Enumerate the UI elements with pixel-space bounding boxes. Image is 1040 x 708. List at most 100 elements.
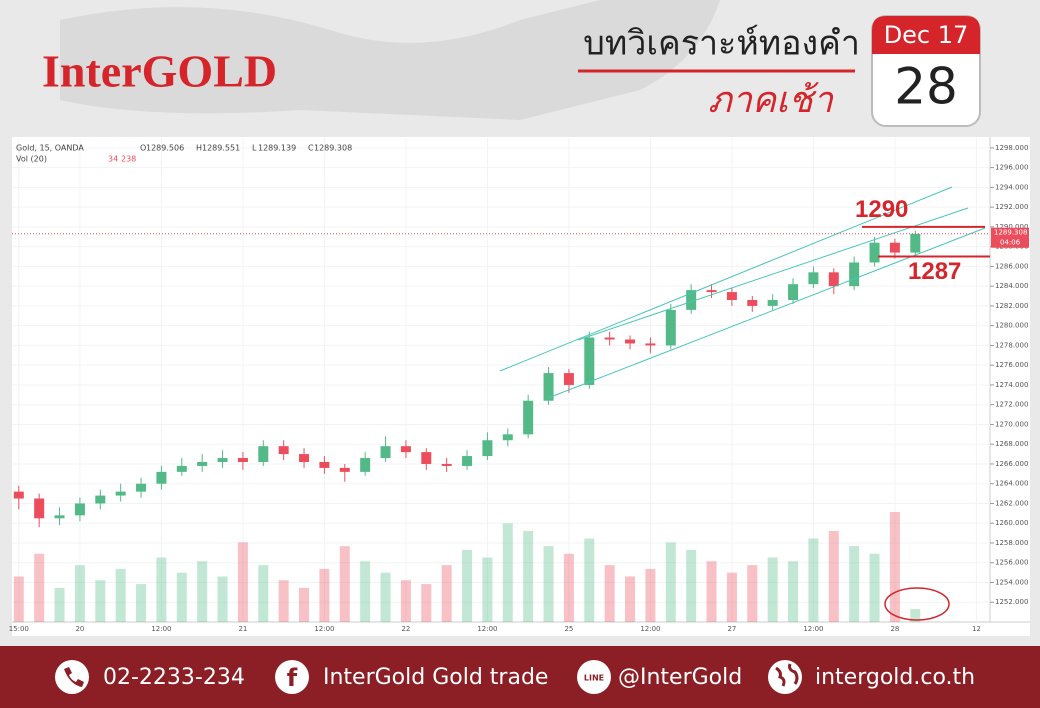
x-tick-label: 12 [972,625,981,633]
x-tick-label: 21 [238,625,247,633]
candle-body [360,458,371,472]
plot [13,230,921,622]
candle-body [808,272,819,285]
candle-body [156,471,167,484]
volume-bar [502,523,513,622]
candle-body [767,299,778,306]
symbol: Gold, 15, OANDA [16,144,84,153]
volume-bar [34,553,45,622]
candle-body [726,292,737,300]
volume-legend-value: 34 [108,155,118,164]
y-tick-label: 1280.000 [995,322,1028,330]
volume-legend-label: Vol (20) [16,155,47,164]
x-tick-label: 25 [564,625,573,633]
footer-line: @InterGold [618,665,742,690]
line-icon [577,660,611,694]
candle-body [910,233,921,253]
volume-bar [808,538,819,622]
y-tick-label: 1284.000 [995,282,1028,290]
candle-body [217,458,228,462]
candle-body [13,491,24,499]
candle-body [625,339,636,344]
candle-body [319,461,330,468]
candle-body [543,373,554,401]
volume-bar [482,557,493,622]
volume-bar [115,568,126,622]
line-icon-text: LINE [584,674,604,683]
y-tick-label: 1256.000 [995,559,1028,567]
candle-body [136,483,147,492]
candle-body [176,465,187,472]
candle-body [197,461,208,466]
volume-bar [828,530,839,622]
y-tick-label: 1266.000 [995,460,1028,468]
volume-bar [563,553,574,622]
y-tick-label: 1262.000 [995,499,1028,507]
candle-body [74,503,85,516]
volume-bar [889,512,900,622]
volume-bar [156,557,167,622]
y-tick-label: 1290.000 [995,223,1028,231]
volume-bar [299,587,310,622]
calendar-icon: Dec 17 28 [871,15,981,127]
volume-bar [136,584,147,622]
candle-body [95,495,106,504]
x-tick-label: 22 [401,625,410,633]
volume-bar [462,549,473,622]
level-label: 1290 [855,196,908,223]
candle-body [889,242,900,253]
volume-bar [665,542,676,622]
volume-bar [747,565,758,622]
volume-bar [584,538,595,622]
candle-body [34,498,45,519]
y-tick-label: 1252.000 [995,598,1028,606]
x-tick-label: 20 [75,625,84,633]
candle-body [869,242,880,263]
volume-bar [319,568,330,622]
footer-bar [0,646,1040,708]
candle-body [645,343,656,346]
y-tick-label: 1286.000 [995,262,1028,270]
grid [12,138,990,622]
footer-phone: 02-2233-234 [103,665,245,690]
calendar-day: 28 [894,58,958,116]
candle-body [849,262,860,287]
x-tick-label: 12:00 [151,625,171,633]
volume-bar [441,565,452,622]
volume-bar [237,542,248,622]
highlight-ellipse [884,587,950,621]
candle-body [747,299,758,306]
volume-bar [543,546,554,622]
ohlc-value: 1289.506 [146,144,184,153]
ohlc-label: H [196,144,202,153]
volume-bar [217,576,228,622]
x-tick-label: 12:00 [803,625,823,633]
x-tick-label: 12:00 [314,625,334,633]
volume-bar [645,568,656,622]
y-tick-label: 1292.000 [995,203,1028,211]
y-tick-label: 1272.000 [995,401,1028,409]
ohlc-value: 1289.139 [258,144,296,153]
phone-icon [55,660,89,694]
y-tick-label: 1282.000 [995,302,1028,310]
candle-body [828,272,839,287]
map-shape [60,0,720,120]
y-tick-label: 1274.000 [995,381,1028,389]
candle-body [237,458,248,462]
volume-bar [13,576,24,622]
candle-body [665,309,676,346]
candle-body [788,284,799,300]
candle-body [115,491,126,496]
candle-body [584,337,595,385]
candle-body [706,290,717,293]
logo: InterGOLD [42,46,277,97]
volume-bar [910,609,921,622]
candle-body [523,400,534,435]
y-tick-label: 1260.000 [995,519,1028,527]
volume-bar [767,557,778,622]
volume-bar [339,546,350,622]
candle-body [278,446,289,455]
ohlc-label: C [308,144,314,153]
volume-bar [360,561,371,622]
y-tick-label: 1278.000 [995,341,1028,349]
